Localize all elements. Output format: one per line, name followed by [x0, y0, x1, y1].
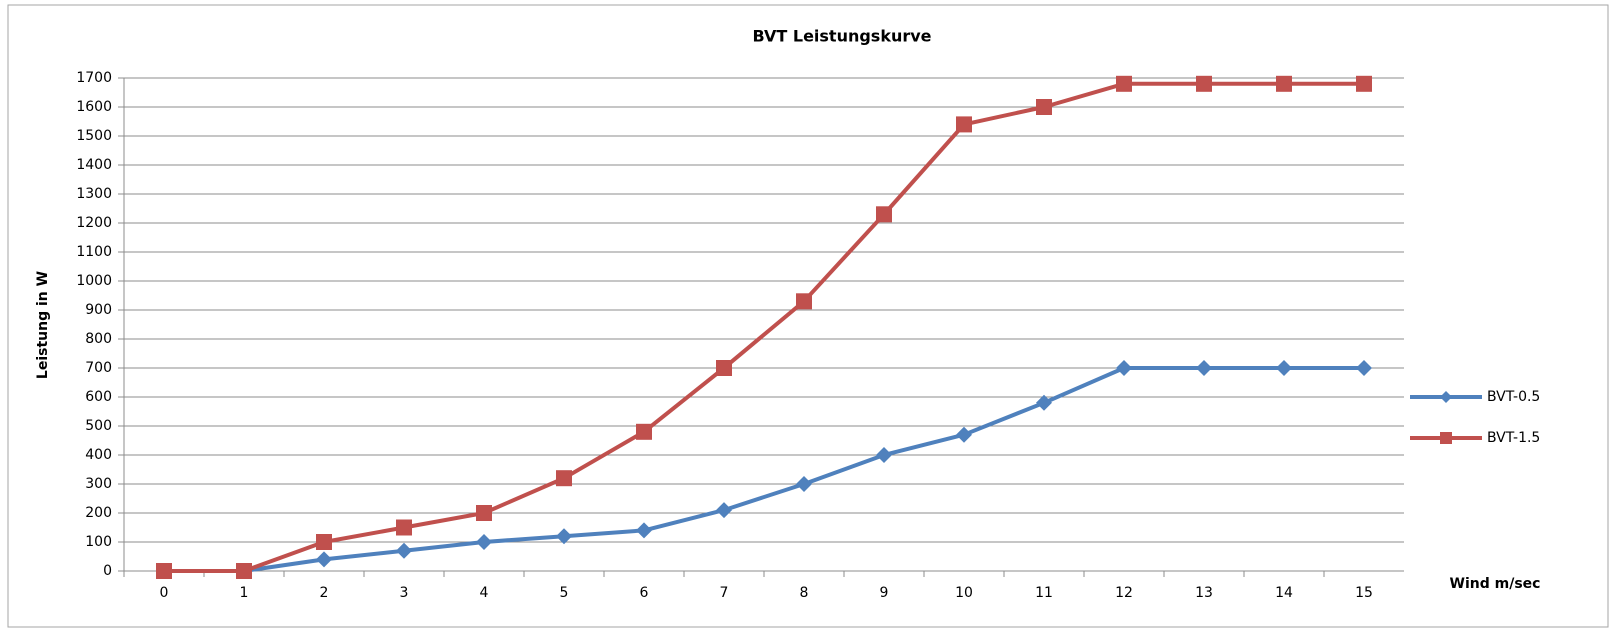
data-point [1196, 75, 1212, 92]
y-tick-label: 1700 [76, 70, 112, 86]
chart-title: BVT Leistungskurve [752, 27, 931, 46]
data-point [1116, 360, 1132, 376]
y-tick-label: 600 [85, 389, 112, 405]
x-axis-label: Wind m/sec [1450, 576, 1541, 592]
data-point [1356, 360, 1372, 376]
data-point [876, 206, 892, 223]
y-tick-label: 1000 [76, 273, 112, 289]
x-tick-label: 12 [1115, 585, 1133, 601]
legend-marker [1440, 432, 1452, 444]
x-tick-label: 0 [160, 585, 169, 601]
y-tick-label: 300 [85, 476, 112, 492]
data-point [796, 476, 812, 492]
data-point [1116, 75, 1132, 92]
data-point [236, 563, 252, 579]
x-tick-label: 2 [320, 585, 329, 601]
series-line [164, 366, 1364, 573]
data-point [1276, 75, 1292, 92]
y-tick-label: 0 [103, 563, 112, 579]
x-tick-label: 14 [1275, 585, 1293, 601]
data-point [876, 447, 892, 463]
x-tick-label: 15 [1355, 585, 1373, 601]
legend-marker [1440, 391, 1452, 403]
x-tick-label: 9 [880, 585, 889, 601]
y-tick-label: 900 [85, 302, 112, 318]
data-point [396, 519, 412, 536]
x-tick-label: 11 [1035, 585, 1053, 601]
chart-border [7, 4, 1609, 628]
data-point [636, 522, 652, 539]
data-point [1036, 99, 1052, 115]
data-point [956, 426, 972, 443]
y-tick-label: 200 [85, 505, 112, 521]
data-point [1356, 75, 1372, 92]
x-tick-label: 3 [400, 585, 409, 601]
data-point [796, 293, 812, 310]
y-tick-label: 1400 [76, 157, 112, 173]
x-tick-label: 7 [720, 585, 729, 601]
y-axis-label: Leistung in W [35, 271, 51, 379]
x-tick-label: 6 [640, 585, 649, 601]
data-point [956, 116, 972, 133]
data-point [556, 470, 572, 487]
x-tick-label: 10 [955, 585, 973, 601]
legend-label: BVT-1.5 [1487, 430, 1540, 446]
x-tick-label: 8 [800, 585, 809, 601]
data-point [556, 528, 572, 545]
data-point [716, 360, 732, 376]
y-tick-label: 800 [85, 331, 112, 347]
data-point [1196, 360, 1212, 376]
legend-label: BVT-0.5 [1487, 389, 1540, 405]
y-tick-label: 400 [85, 447, 112, 463]
y-tick-label: 1100 [76, 244, 112, 260]
x-tick-label: 4 [480, 585, 489, 601]
y-tick-label: 1200 [76, 215, 112, 231]
data-point [1276, 360, 1292, 376]
data-point [1036, 394, 1052, 411]
y-tick-label: 100 [85, 534, 112, 550]
y-tick-label: 500 [85, 418, 112, 434]
data-point [476, 505, 492, 521]
series-line [164, 81, 1364, 573]
data-point [716, 502, 732, 519]
data-point [396, 542, 412, 559]
data-point [316, 534, 332, 550]
y-tick-label: 1600 [76, 99, 112, 115]
x-tick-label: 5 [560, 585, 569, 601]
data-point [476, 534, 492, 550]
x-tick-label: 1 [240, 585, 249, 601]
x-tick-label: 13 [1195, 585, 1213, 601]
y-tick-label: 1500 [76, 128, 112, 144]
y-tick-label: 1300 [76, 186, 112, 202]
data-point [636, 423, 652, 440]
data-point [316, 551, 332, 568]
data-point [156, 563, 172, 579]
y-tick-label: 700 [85, 360, 112, 376]
